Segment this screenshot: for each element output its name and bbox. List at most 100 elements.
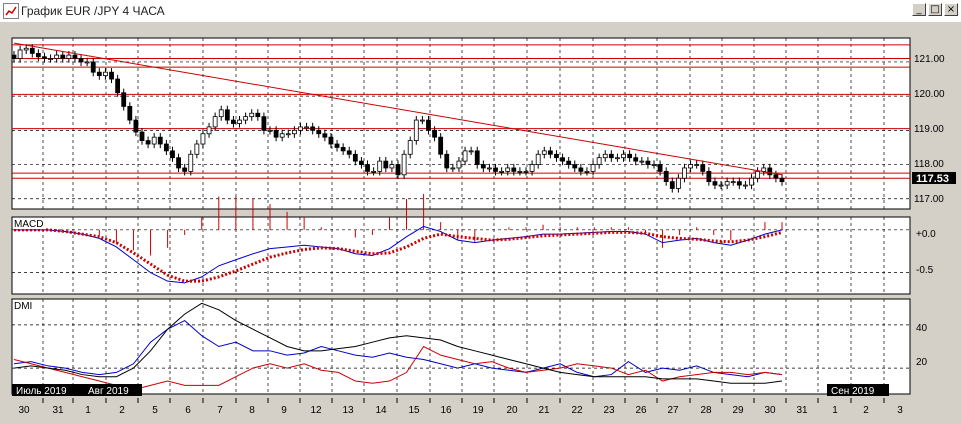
candle-body-15	[103, 71, 108, 77]
price-levels	[12, 44, 910, 179]
candle-body-121	[749, 177, 754, 186]
candle-body-35	[224, 109, 230, 121]
day-label-22: 29	[732, 405, 744, 416]
candle-body-80	[499, 170, 505, 173]
candle-body-5	[42, 56, 47, 59]
price-panel	[11, 37, 911, 210]
candle-body-66	[413, 119, 419, 142]
candle-body-78	[487, 167, 492, 170]
candle-body-95	[590, 164, 596, 172]
price-candles	[11, 44, 785, 193]
candle-body-72	[450, 167, 456, 170]
candle-body-93	[578, 167, 584, 172]
candle-body-55	[346, 150, 352, 155]
day-label-12: 15	[408, 405, 420, 416]
candle-body-105	[651, 164, 657, 166]
candle-body-115	[712, 181, 718, 186]
candle-body-71	[444, 153, 450, 169]
price-tick-120: 120.00	[914, 89, 945, 100]
candle-body-8	[60, 54, 66, 59]
candle-body-83	[517, 170, 523, 173]
candle-body-124	[767, 167, 773, 176]
candle-body-76	[474, 150, 480, 165]
candle-body-79	[493, 167, 498, 172]
price-tick-121: 121.00	[914, 54, 945, 65]
time-axis: 30 31 1 2 5 6 7 8 9 12 13 14 15 16 19 20 21 22 23 26 27 28 29 3…	[18, 398, 903, 416]
dmi-label: DMI	[14, 301, 32, 312]
candle-body-116	[718, 184, 724, 187]
candle-body-44	[279, 133, 285, 138]
macd-panel	[11, 216, 911, 295]
candle-body-60	[377, 160, 383, 172]
candle-body-0	[11, 54, 17, 59]
day-label-24: 31	[796, 405, 808, 416]
candle-body-89	[554, 153, 559, 159]
day-label-18: 23	[603, 405, 615, 416]
minimize-button[interactable]: _	[912, 3, 926, 16]
candle-body-32	[206, 126, 212, 135]
maximize-button[interactable]: □	[928, 3, 942, 16]
candle-body-12	[84, 61, 90, 64]
day-label-27: 3	[897, 405, 903, 416]
candle-body-53	[334, 143, 340, 148]
candle-body-50	[316, 129, 322, 135]
candle-body-118	[730, 181, 736, 184]
candle-body-92	[572, 164, 578, 169]
chart-area: 121.00 120.00 119.00 118.00 117.00 117.5…	[0, 22, 961, 419]
title-bar[interactable]: График EUR /JPY 4 ЧАСА _ □ ×	[0, 0, 961, 22]
candle-body-103	[639, 160, 645, 163]
candle-body-85	[529, 164, 535, 172]
candle-body-42	[267, 129, 273, 132]
day-label-1: 31	[52, 405, 64, 416]
candle-body-117	[724, 181, 730, 186]
dmi-panel	[11, 298, 911, 395]
dmi-label-bg	[13, 300, 39, 311]
candle-body-104	[645, 160, 651, 165]
month-label-jul: Июль 2019	[16, 386, 67, 397]
dmi-tick-40: 40	[916, 323, 928, 334]
candle-body-29	[188, 153, 194, 172]
close-button[interactable]: ×	[944, 3, 958, 16]
candle-body-54	[340, 147, 346, 152]
candle-body-2	[23, 47, 29, 51]
day-label-7: 8	[249, 405, 255, 416]
candle-body-11	[78, 58, 84, 63]
macd-tick-zero: +0.0	[916, 229, 936, 240]
candle-body-87	[541, 150, 547, 155]
day-label-26: 2	[863, 405, 869, 416]
candle-body-119	[736, 181, 742, 186]
candle-body-58	[365, 164, 370, 172]
candle-body-7	[54, 54, 60, 59]
candle-body-112	[694, 164, 700, 166]
candle-body-47	[298, 126, 303, 131]
macd-tick-minus: -0.5	[916, 265, 934, 276]
current-price-badge	[912, 172, 956, 184]
candle-body-27	[176, 157, 181, 169]
candle-body-110	[682, 167, 687, 179]
day-label-15: 20	[506, 405, 518, 416]
chart-app-icon	[3, 3, 19, 19]
candle-body-84	[523, 170, 529, 173]
day-label-23: 30	[764, 405, 776, 416]
chart-canvas: 121.00 120.00 119.00 118.00 117.00 117.5…	[11, 37, 956, 416]
candle-body-69	[432, 129, 437, 138]
macd-signal-line	[14, 228, 783, 283]
month-label-aug: Авг 2019	[88, 386, 129, 397]
candle-body-59	[371, 170, 377, 173]
candle-body-61	[383, 160, 389, 169]
candle-body-99	[615, 157, 620, 160]
day-label-0: 30	[18, 405, 30, 416]
candle-body-70	[438, 136, 444, 155]
macd-line	[14, 225, 783, 284]
candle-body-90	[560, 157, 565, 162]
month-label-aug-bg	[84, 384, 142, 396]
candle-body-46	[291, 129, 297, 135]
candle-body-67	[419, 119, 425, 122]
candle-body-4	[35, 52, 41, 58]
candle-body-1	[17, 49, 23, 59]
adx-line	[13, 302, 783, 384]
price-trendline	[13, 42, 783, 176]
day-label-6: 7	[217, 405, 223, 416]
month-label-sep: Сен 2019	[831, 386, 875, 397]
